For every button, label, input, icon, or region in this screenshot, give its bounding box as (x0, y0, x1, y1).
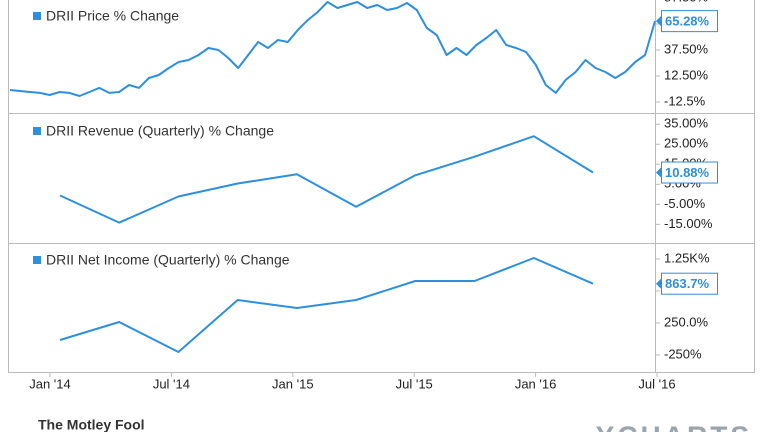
y-tick-label: 35.00% (664, 116, 709, 131)
x-tick-label: Jan '15 (272, 376, 314, 391)
frame (8, 0, 755, 373)
value-label-box (661, 10, 718, 33)
y-tick-label: 87.50% (664, 0, 709, 4)
value-label-box (661, 272, 718, 295)
series-line (59, 257, 594, 353)
y-tick-label: -15.00% (664, 216, 713, 231)
legend-swatch (33, 12, 41, 20)
x-tick-label: Jan '14 (29, 376, 71, 391)
y-tick-label: 25.00% (664, 136, 709, 151)
series-line (59, 135, 594, 224)
legend-swatch (33, 256, 41, 264)
y-tick-label: 250.0% (664, 314, 709, 329)
value-label: 863.7% (665, 276, 710, 291)
y-tick-label: 12.50% (664, 67, 709, 82)
y-tick-label: -12.5% (664, 93, 706, 108)
value-label-pointer (656, 166, 662, 179)
legend-label: DRII Price % Change (46, 8, 179, 24)
x-tick-label: Jul '15 (396, 376, 433, 391)
series-line (9, 1, 656, 97)
value-label-box (661, 161, 718, 184)
footer-source: The Motley Fool (38, 417, 145, 432)
legend-swatch (33, 127, 41, 135)
y-tick-label: -250% (664, 346, 702, 361)
legend-label: DRII Net Income (Quarterly) % Change (46, 252, 290, 268)
x-tick-label: Jul '16 (638, 376, 675, 391)
x-tick-label: Jul '14 (153, 376, 190, 391)
y-tick-label: 37.50% (664, 41, 709, 56)
value-label-pointer (656, 15, 662, 28)
legend-label: DRII Revenue (Quarterly) % Change (46, 123, 274, 139)
x-tick-label: Jan '16 (515, 376, 557, 391)
footer-brand: YCHARTS (596, 420, 752, 432)
value-label: 65.28% (665, 14, 710, 29)
value-label-pointer (656, 277, 662, 290)
y-tick-label: -5.00% (664, 196, 706, 211)
value-label: 10.88% (665, 165, 710, 180)
y-tick-label: 1.25K% (664, 250, 710, 265)
